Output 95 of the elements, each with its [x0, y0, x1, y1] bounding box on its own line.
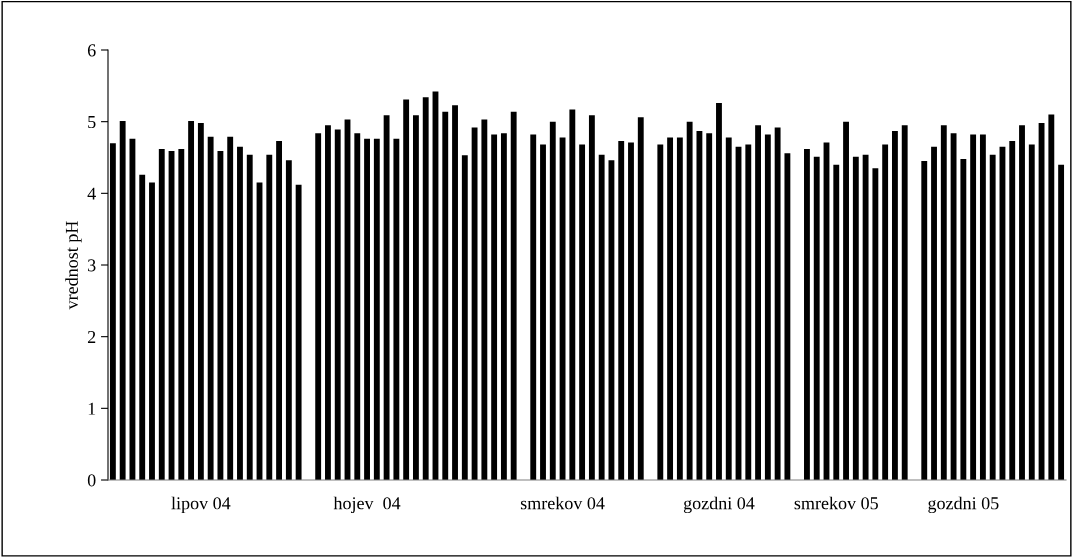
bar: [237, 146, 243, 480]
bar: [119, 120, 126, 480]
bar: [784, 153, 791, 480]
bar: [686, 121, 693, 480]
bar: [628, 142, 634, 480]
bar: [325, 125, 331, 480]
bar: [149, 182, 155, 480]
bar: [295, 184, 302, 480]
bar: [696, 130, 703, 480]
bar: [979, 134, 986, 480]
bar: [618, 141, 625, 480]
bar: [471, 127, 478, 480]
bar: [315, 133, 322, 480]
bar: [500, 133, 507, 480]
bar: [1058, 164, 1065, 480]
bar: [276, 141, 282, 480]
bar: [716, 103, 722, 480]
bar: [989, 154, 996, 480]
bar: [413, 115, 419, 480]
bar: [706, 133, 713, 480]
bar: [970, 134, 977, 480]
bar: [373, 138, 380, 480]
y-tick-label: 5: [88, 116, 96, 129]
bar: [637, 117, 644, 480]
bar: [285, 160, 292, 480]
bar: [481, 119, 488, 480]
bar: [774, 127, 781, 480]
bar: [882, 144, 889, 480]
y-tick-label: 2: [87, 330, 96, 343]
bar: [383, 115, 390, 480]
bar: [266, 154, 273, 480]
y-axis-title: vrednost pH: [65, 221, 82, 310]
bar: [403, 99, 410, 480]
bar: [188, 120, 195, 480]
bar: [207, 136, 214, 480]
bar: [246, 154, 253, 480]
bar: [755, 125, 761, 480]
bar: [931, 146, 937, 480]
bar: [422, 97, 429, 480]
bar: [452, 105, 458, 480]
bar: [334, 129, 341, 480]
bar: [158, 148, 165, 480]
bar: [178, 148, 185, 480]
y-tick-label: 1: [88, 402, 96, 415]
x-tick-label: hojev 04: [333, 496, 401, 514]
x-tick-label: smrekov 04: [520, 496, 605, 510]
bar: [657, 144, 664, 480]
bar: [843, 121, 849, 480]
bar: [364, 138, 370, 480]
bar: [491, 134, 498, 480]
bar: [892, 130, 898, 480]
bar: [393, 138, 400, 480]
x-tick-label: smrekov 05: [794, 496, 878, 510]
x-tick-label: gozdni 05: [928, 496, 999, 514]
bar: [442, 111, 449, 480]
bar: [804, 148, 810, 480]
bar: [510, 111, 517, 480]
bar: [530, 134, 537, 480]
bar: [1019, 125, 1025, 480]
bar: [217, 151, 224, 480]
bar: [960, 158, 967, 480]
x-tick-label: gozdni 04: [683, 496, 755, 514]
bar: [764, 134, 771, 480]
bar: [1048, 114, 1055, 480]
bar: [1028, 144, 1035, 480]
bar: [852, 156, 859, 480]
bar: [579, 144, 586, 480]
bar: [813, 156, 820, 480]
bar: [197, 123, 204, 480]
bar: [921, 161, 928, 480]
bar: [725, 137, 732, 480]
bar: [901, 125, 908, 480]
x-tick-label: lipov 04: [171, 496, 231, 514]
bar: [540, 144, 546, 480]
bar: [549, 121, 556, 480]
y-tick-label: 6: [87, 44, 96, 57]
bar: [833, 164, 840, 480]
bar: [745, 144, 752, 480]
bar: [940, 125, 947, 480]
bar: [950, 133, 957, 480]
bar: [1009, 141, 1016, 480]
bar: [354, 133, 361, 480]
bar: [461, 155, 468, 480]
bar: [676, 137, 683, 480]
bar: [598, 154, 605, 480]
bar: [872, 168, 879, 480]
bar: [667, 137, 674, 480]
bar: [862, 154, 869, 480]
bar: [588, 115, 595, 480]
y-tick-label: 0: [87, 474, 96, 487]
y-tick-label: 3: [88, 259, 96, 272]
bar: [139, 174, 146, 480]
bar: [569, 109, 576, 480]
bar: [227, 136, 234, 480]
y-tick-label: 4: [87, 187, 96, 200]
